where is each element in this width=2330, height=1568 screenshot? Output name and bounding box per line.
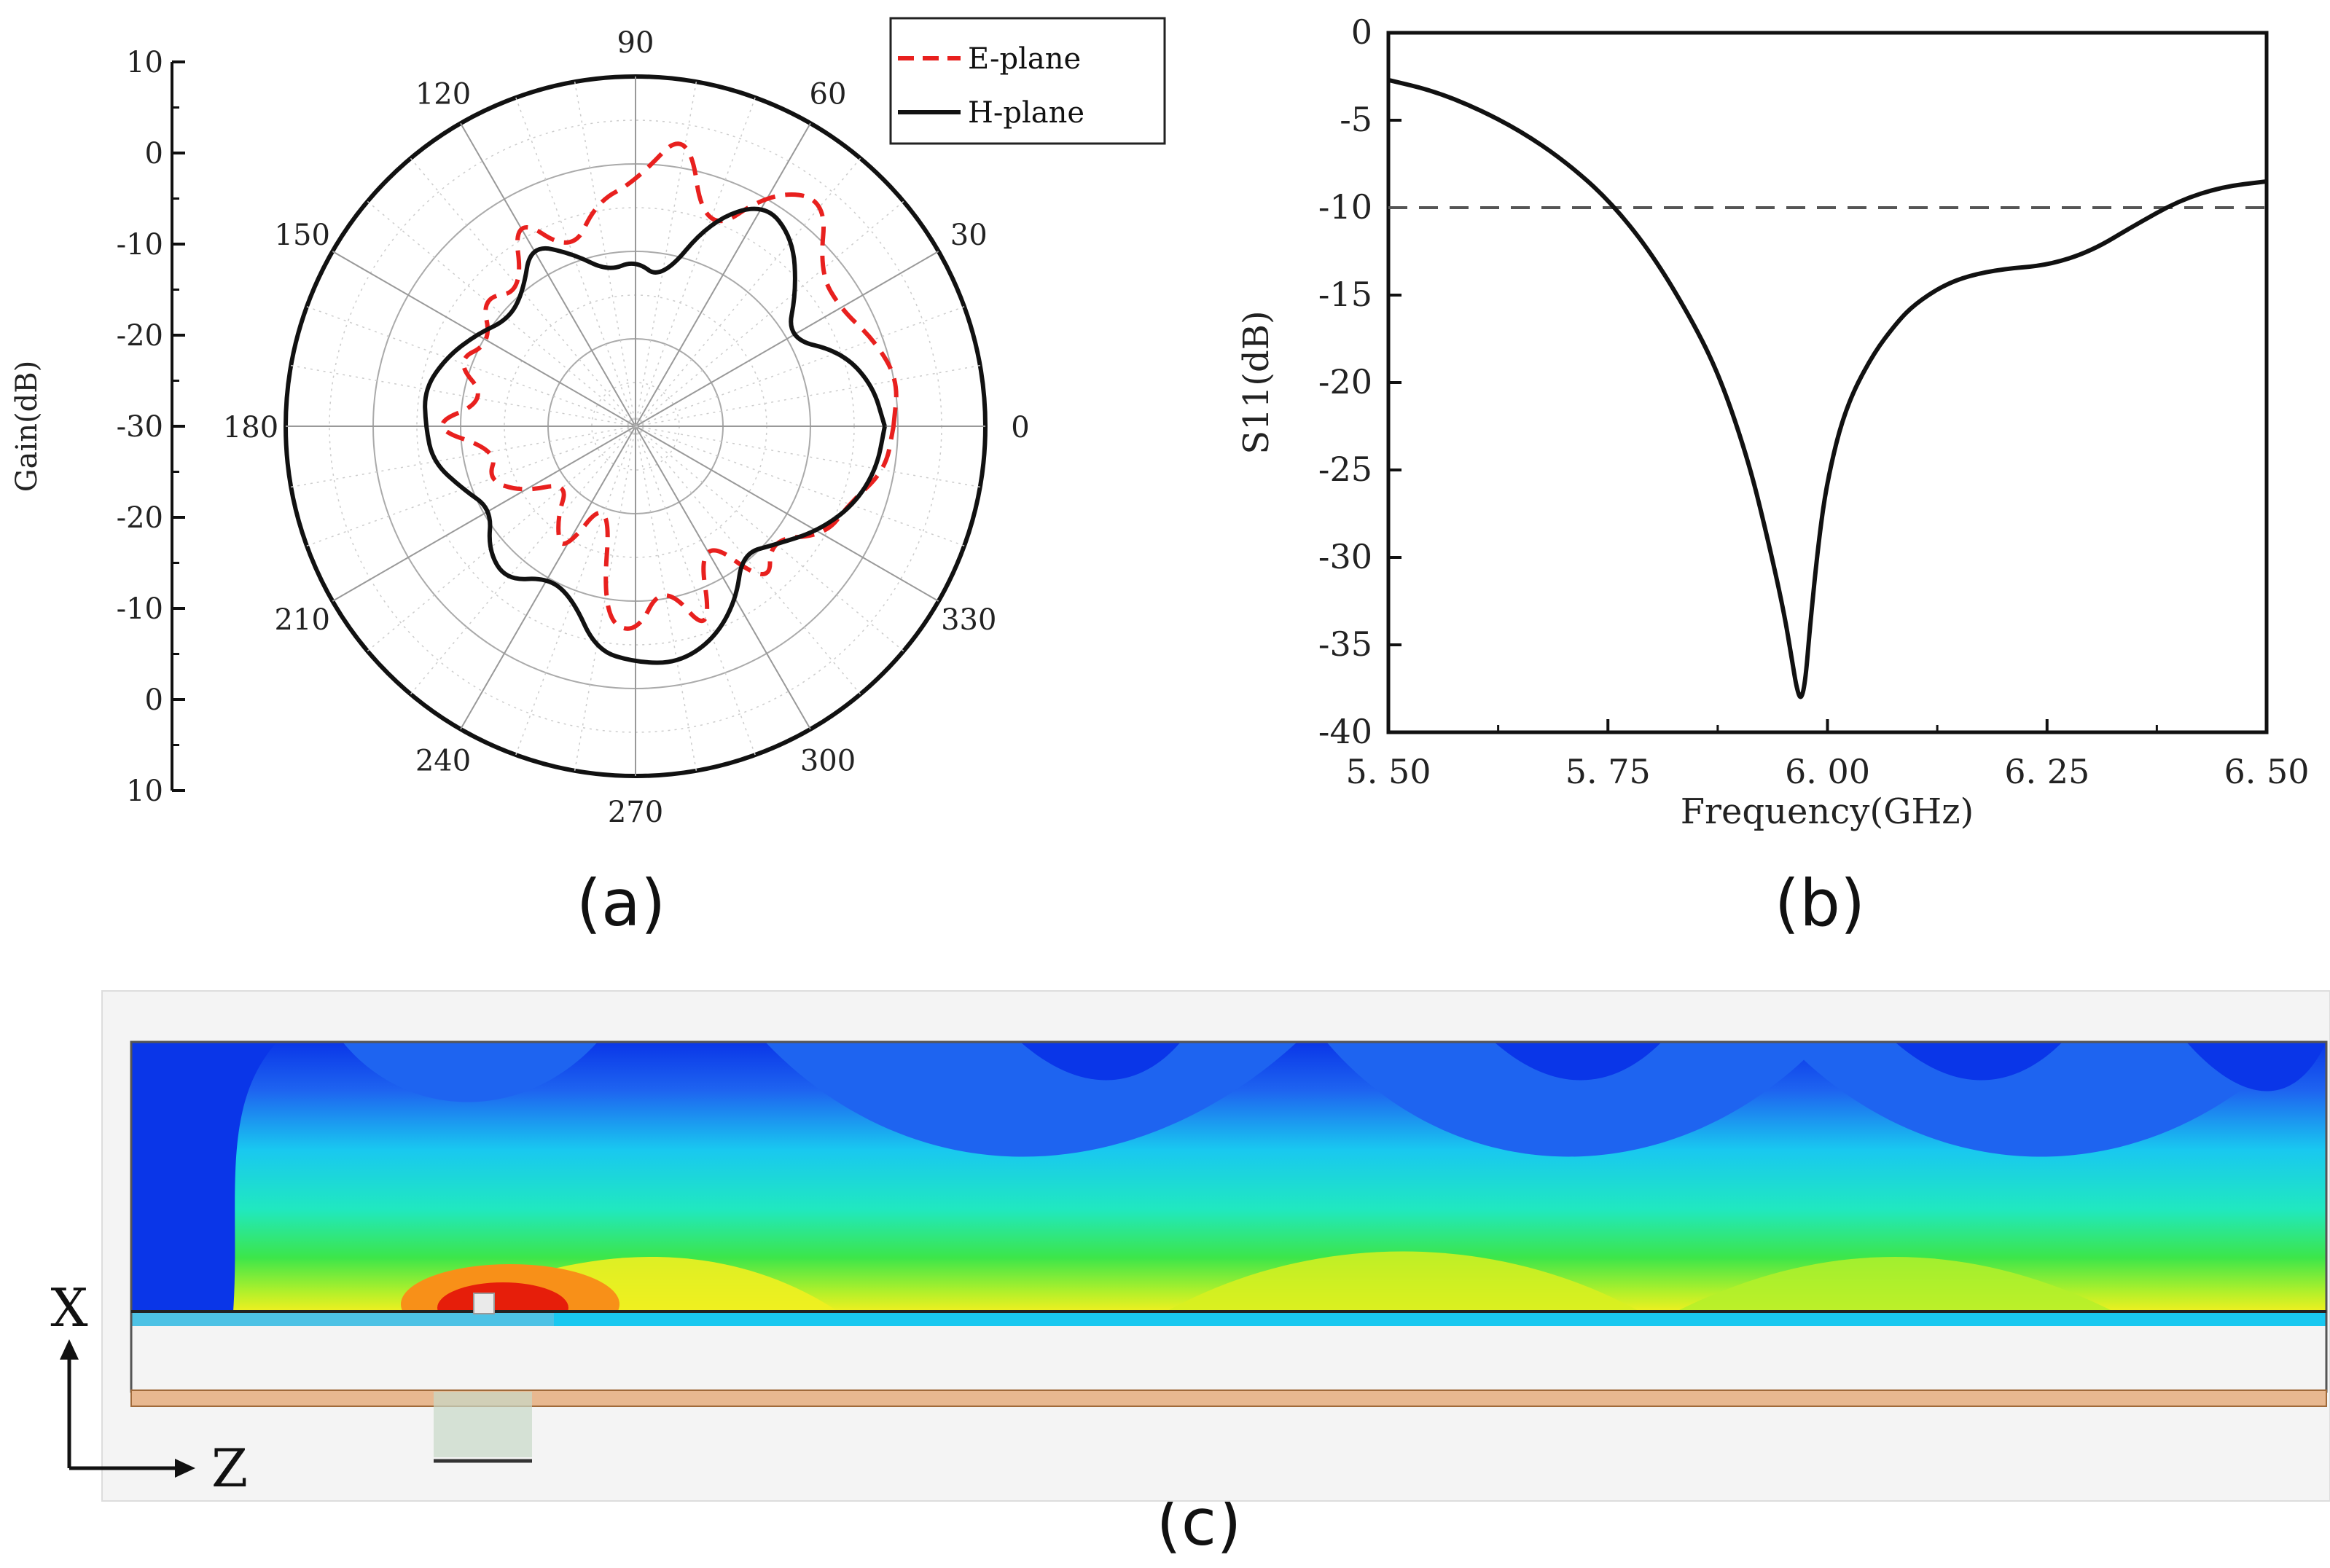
- gain-tick-label: 0: [145, 683, 163, 717]
- feed-connector: [434, 1392, 532, 1457]
- s11-y-tick-label: 0: [1351, 12, 1372, 52]
- s11-plot-frame: [1386, 31, 2269, 734]
- s11-y-tick-label: -15: [1318, 275, 1372, 314]
- polar-angle-label: 180: [223, 411, 278, 444]
- s11-y-tick-label: -5: [1340, 100, 1372, 139]
- polar-spoke: [332, 426, 636, 602]
- gain-tick-label: -30: [117, 410, 163, 444]
- s11-y-tick-label: -35: [1318, 624, 1372, 664]
- polar-legend: E-plane H-plane: [889, 17, 1166, 145]
- polar-angle-label: 60: [810, 78, 847, 111]
- z-axis-arrow-icon: [175, 1459, 195, 1478]
- x-axis-label: X: [50, 1277, 87, 1338]
- gain-axis-label: Gain(dB): [10, 361, 44, 493]
- polar-spoke: [635, 426, 811, 730]
- gain-radial-scale: 10 0 -10 -20 -30 -20 -10 0 10: [117, 46, 185, 808]
- s11-x-tick-label: 5. 50: [1345, 752, 1431, 791]
- s11-series: [1388, 77, 2267, 699]
- polar-spoke: [332, 251, 636, 427]
- feed-probe: [473, 1293, 495, 1314]
- s11-y-tick-label: -25: [1318, 450, 1372, 489]
- gain-tick-label: 0: [145, 137, 163, 170]
- legend-label-e-plane: E-plane: [968, 42, 1081, 76]
- axes-indicator: X Z: [50, 1277, 248, 1499]
- polar-angle-label: 240: [415, 744, 471, 777]
- polar-spoke: [635, 426, 939, 602]
- polar-angle-label: 30: [950, 219, 988, 252]
- polar-angle-label: 90: [617, 26, 654, 60]
- caption-b: (b): [1775, 866, 1866, 941]
- field-heatmap: [131, 1042, 2326, 1326]
- s11-y-axis-label: S11(dB): [1236, 310, 1277, 454]
- polar-angle-label: 0: [1011, 411, 1029, 444]
- polar-spoke: [635, 122, 811, 427]
- polar-angle-label: 270: [608, 796, 663, 829]
- polar-angle-label: 300: [800, 744, 856, 777]
- polar-angle-label: 150: [275, 219, 330, 252]
- polar-angle-label: 330: [941, 603, 996, 637]
- s11-x-tick-label: 6. 50: [2224, 752, 2309, 791]
- e-plane-series: [440, 141, 899, 631]
- gain-tick-label: -20: [117, 501, 163, 535]
- h-plane-series: [423, 206, 887, 665]
- polar-grid: [286, 77, 985, 776]
- polar-angle-label: 210: [275, 603, 330, 637]
- s11-x-tick-label: 6. 25: [2004, 752, 2089, 791]
- polar-spoke: [460, 122, 636, 427]
- s11-x-axis-label: Frequency(GHz): [1681, 791, 1974, 832]
- s11-y-tick-label: -40: [1318, 712, 1372, 751]
- polar-spoke: [635, 251, 939, 427]
- gain-tick-label: 10: [126, 775, 163, 808]
- substrate-layer: [130, 1389, 2327, 1407]
- s11-ticks: 5. 50 5. 75 6. 00 6. 25 6. 50 0 -5 -10 -15 -20 -25…: [1318, 12, 2310, 791]
- s11-x-tick-label: 5. 75: [1565, 752, 1651, 791]
- legend-label-h-plane: H-plane: [968, 96, 1084, 130]
- x-axis-arrow-icon: [60, 1339, 79, 1360]
- s11-chart: 5. 50 5. 75 6. 00 6. 25 6. 50 0 -5 -10 -15 -20 -25…: [1236, 12, 2310, 832]
- polar-spoke: [460, 426, 636, 730]
- gain-tick-label: 10: [126, 46, 163, 79]
- polar-chart: 10 0 -10 -20 -30 -20 -10 0 10 Gain(dB) 0 30 60 90 12…: [10, 17, 1166, 829]
- gain-tick-label: -20: [117, 319, 163, 353]
- s11-y-tick-label: -10: [1318, 187, 1372, 227]
- field-distribution-panel: X Z: [50, 990, 2330, 1502]
- polar-angle-label: 120: [415, 78, 471, 111]
- s11-x-tick-label: 6. 00: [1785, 752, 1870, 791]
- gain-tick-label: -10: [117, 228, 163, 262]
- z-axis-label: Z: [211, 1438, 248, 1499]
- s11-y-tick-label: -30: [1318, 537, 1372, 576]
- caption-a: (a): [576, 866, 666, 941]
- s11-y-tick-label: -20: [1318, 362, 1372, 401]
- polar-angle-labels: 0 30 60 90 120 150 180 210 240 270 300 330: [223, 26, 1030, 829]
- gain-tick-label: -10: [117, 592, 163, 626]
